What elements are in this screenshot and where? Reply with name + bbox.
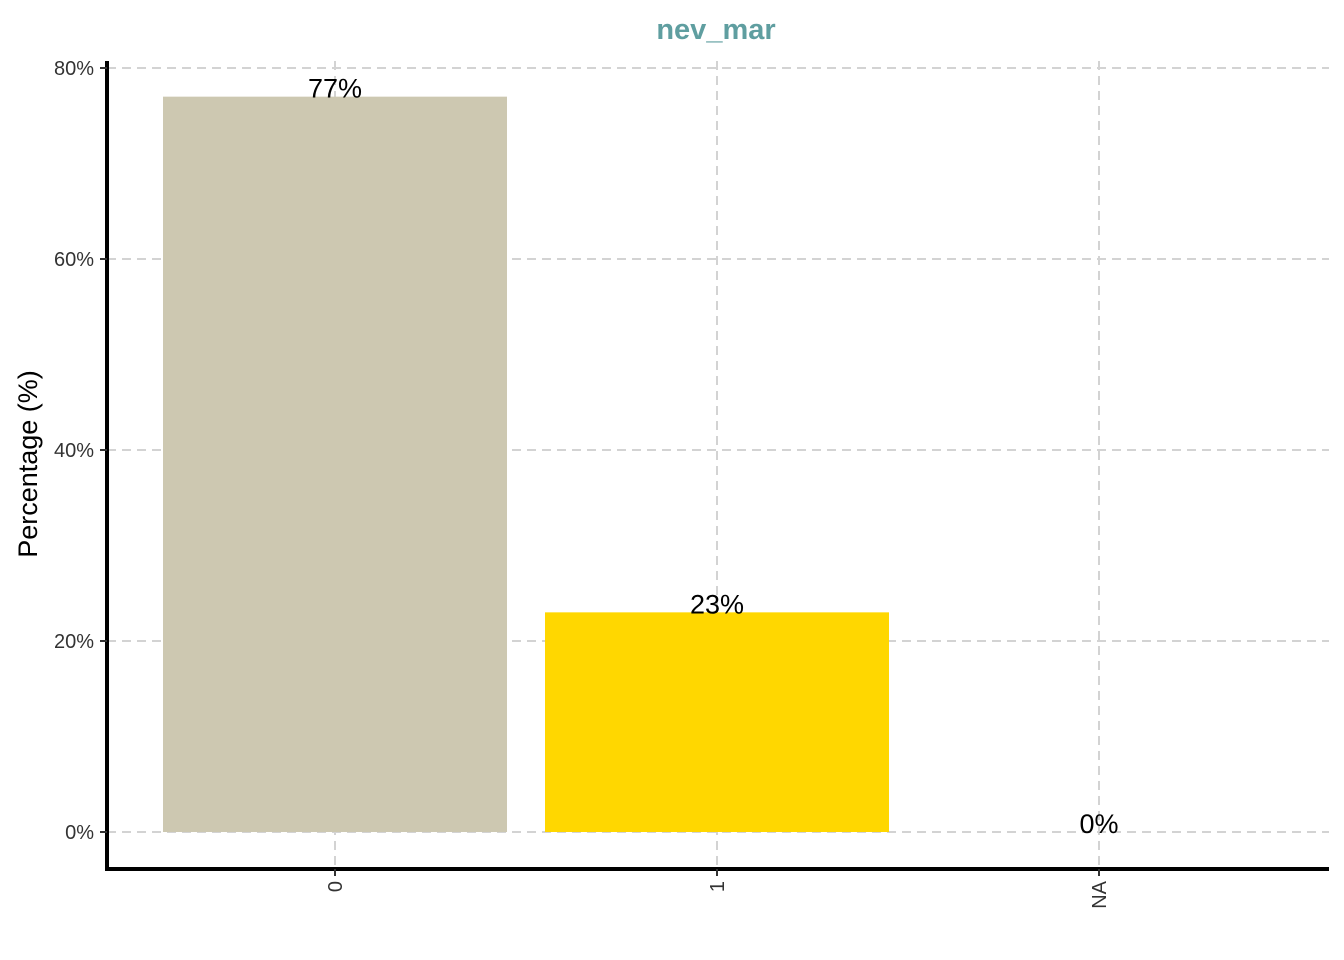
data-labels-layer: 77% 23% 0% (308, 74, 1119, 839)
axes-layer: 0% 20% 40% 60% 80% 0 1 NA (54, 58, 1329, 909)
chart-title: nev_mar (656, 14, 775, 46)
data-label: 77% (308, 74, 362, 104)
y-tick-label: 40% (54, 440, 94, 462)
data-label: 0% (1079, 809, 1118, 839)
y-tick-label: 60% (54, 249, 94, 271)
y-axis-label: Percentage (%) (13, 370, 43, 558)
y-tick-label: 80% (54, 58, 94, 80)
data-label: 23% (690, 589, 744, 619)
x-tick-label: 1 (707, 881, 729, 892)
bar-0 (163, 96, 507, 832)
x-tick-label: NA (1089, 880, 1111, 908)
bars-layer (163, 96, 889, 832)
bar-1 (545, 612, 889, 832)
x-tick-label: 0 (325, 881, 347, 892)
y-tick-label: 20% (54, 631, 94, 653)
y-tick-label: 0% (65, 822, 94, 844)
